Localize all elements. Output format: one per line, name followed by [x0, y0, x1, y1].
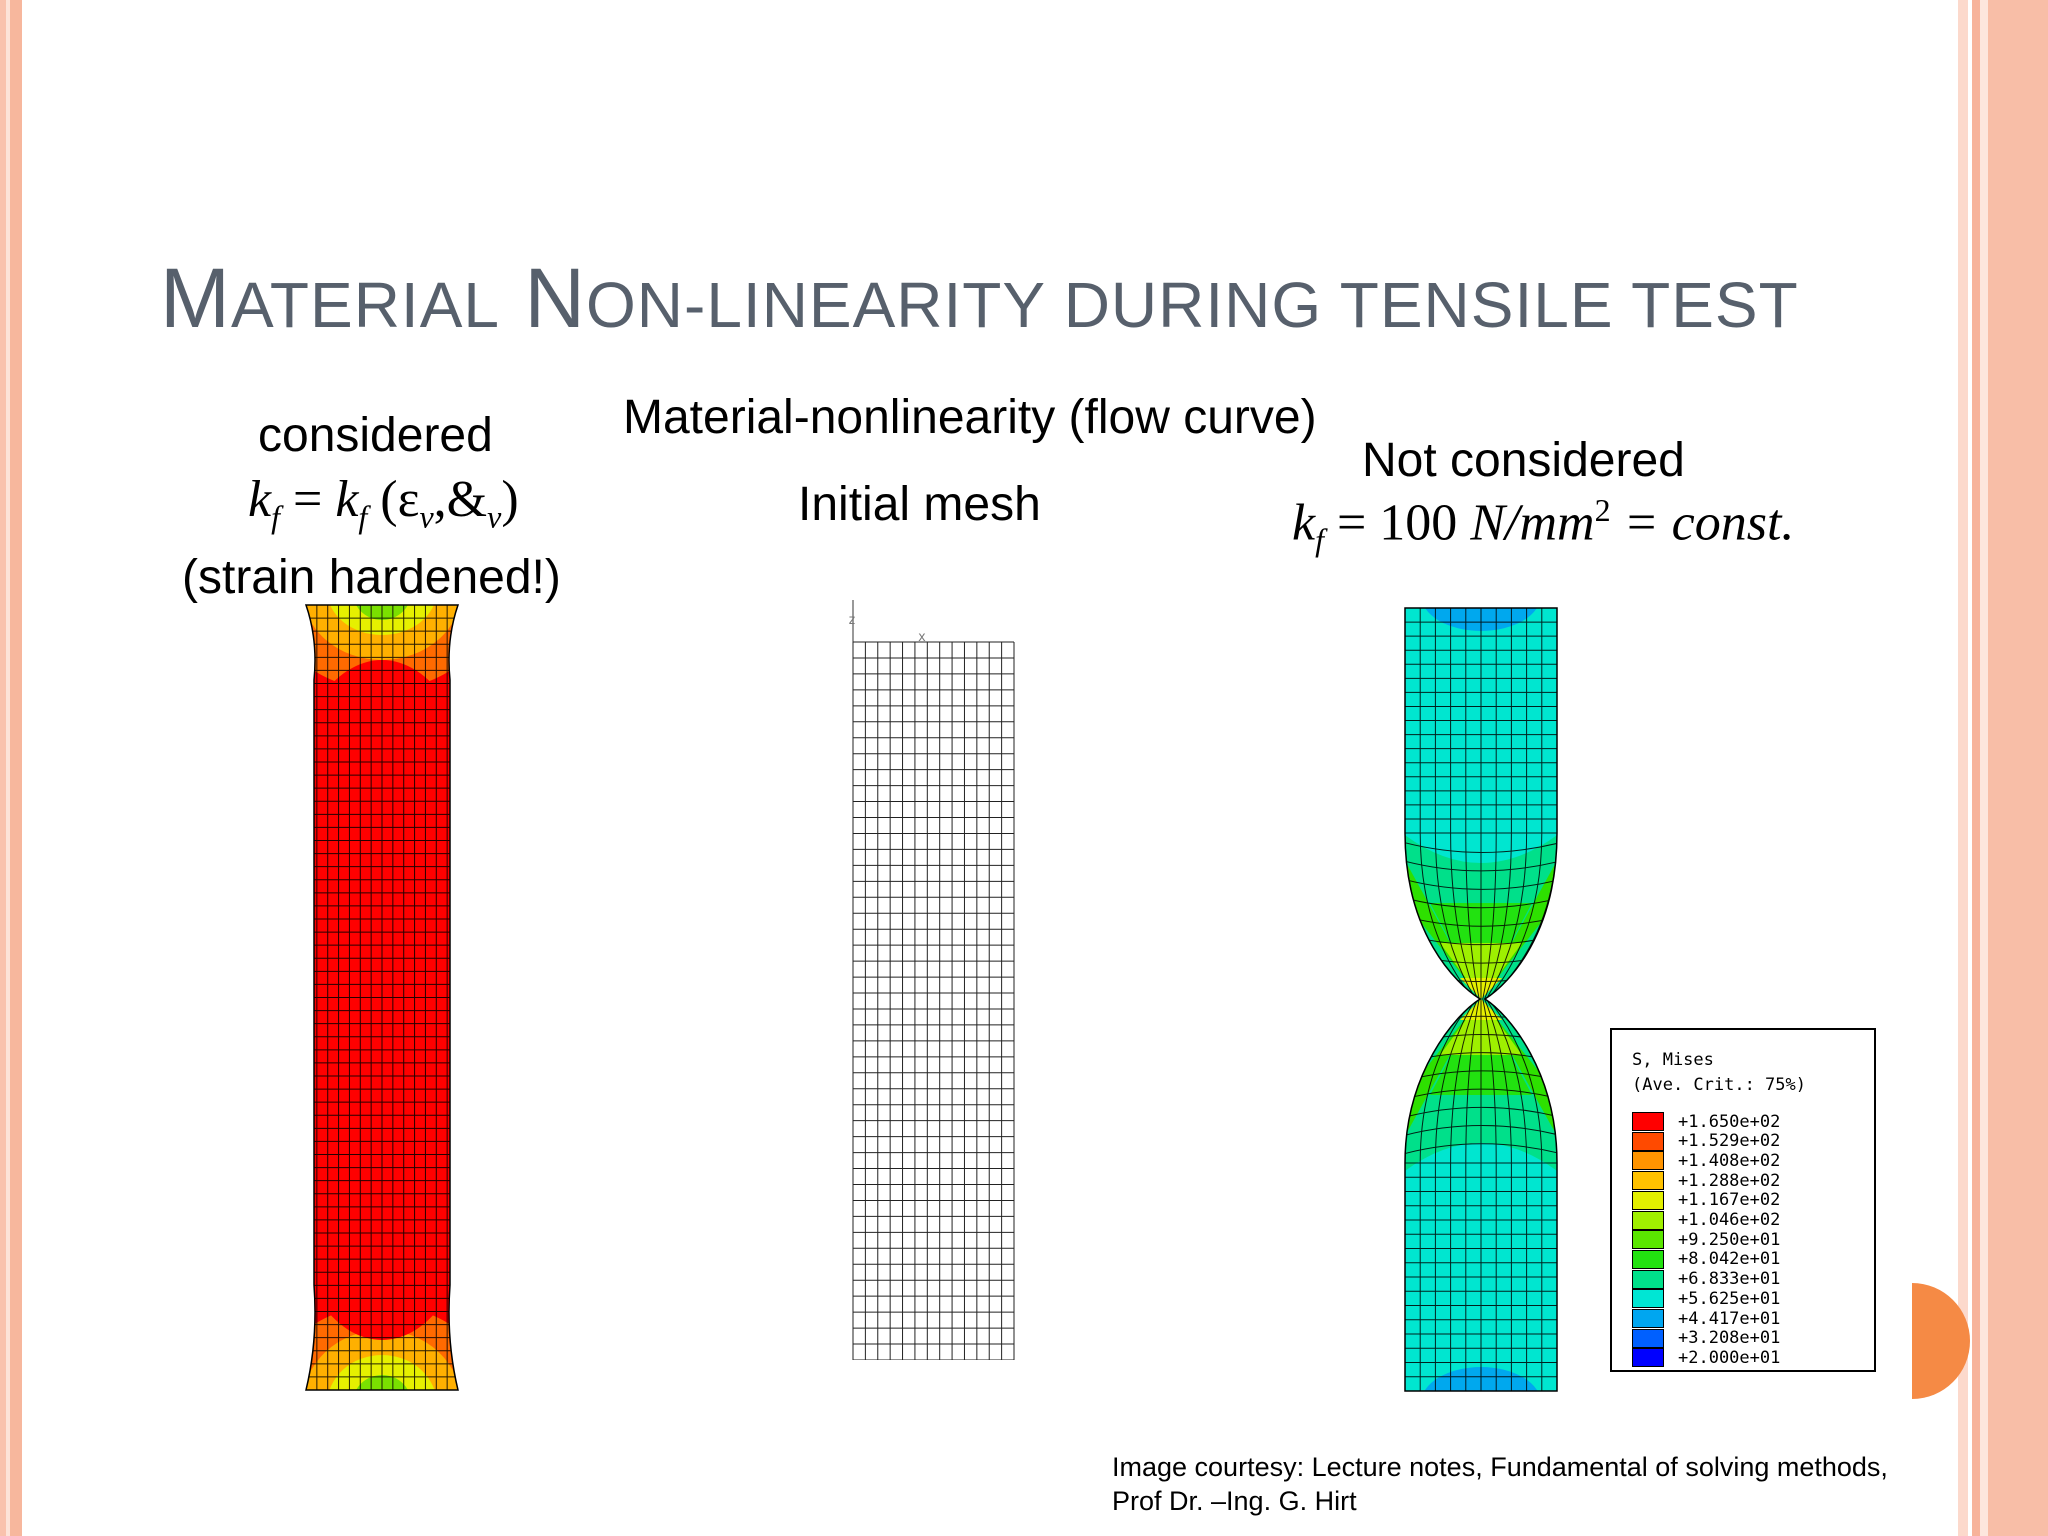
heading-initial-mesh: Initial mesh	[798, 478, 1041, 531]
legend-value: +6.833e+01	[1678, 1269, 1781, 1290]
legend-value: +1.650e+02	[1678, 1111, 1781, 1132]
legend-swatch	[1632, 1249, 1664, 1269]
initial-mesh-diagram: z x	[848, 600, 1015, 1360]
legend-entry: +1.529e+02	[1632, 1131, 1781, 1152]
legend-swatch	[1632, 1348, 1664, 1368]
legend-entry: +1.650e+02	[1632, 1111, 1781, 1132]
legend-entry: +6.833e+01	[1632, 1269, 1781, 1290]
mesh-axis-z: z	[848, 613, 856, 628]
legend-entry: +9.250e+01	[1632, 1229, 1781, 1250]
slide-border-right	[1958, 0, 2048, 1536]
legend-value: +1.408e+02	[1678, 1150, 1781, 1171]
legend-entry: +1.167e+02	[1632, 1190, 1781, 1211]
legend-entry: +2.000e+01	[1632, 1347, 1781, 1368]
legend-entry: +3.208e+01	[1632, 1328, 1781, 1349]
legend-value: +8.042e+01	[1678, 1249, 1781, 1270]
slide-title: MATERIAL NON-LINEARITY DURING TENSILE TE…	[160, 251, 1799, 345]
legend-value: +1.167e+02	[1678, 1190, 1781, 1211]
legend-entry: +8.042e+01	[1632, 1249, 1781, 1270]
legend-swatch	[1632, 1210, 1664, 1230]
specimen-not-considered-diagram	[1404, 607, 1558, 1392]
legend-swatch	[1632, 1112, 1664, 1131]
legend-swatch	[1632, 1171, 1664, 1191]
legend-swatch	[1632, 1131, 1664, 1151]
stress-legend: S, Mises (Ave. Crit.: 75%) +1.650e+02 +1.…	[1610, 1028, 1876, 1372]
legend-title: S, Mises	[1632, 1050, 1714, 1070]
image-credit: Image courtesy: Lecture notes, Fundament…	[1112, 1450, 1888, 1518]
legend-entry: +1.046e+02	[1632, 1210, 1781, 1230]
legend-swatch	[1632, 1328, 1664, 1348]
legend-value: +1.288e+02	[1678, 1170, 1781, 1191]
legend-swatch	[1632, 1151, 1664, 1171]
legend-swatch	[1632, 1309, 1664, 1328]
image-credit-line1: Image courtesy: Lecture notes, Fundament…	[1112, 1452, 1888, 1482]
legend-value: +1.529e+02	[1678, 1131, 1781, 1152]
legend-value: +9.250e+01	[1678, 1229, 1781, 1250]
legend-value: +4.417e+01	[1678, 1308, 1781, 1329]
heading-considered: considered	[258, 409, 493, 462]
legend-swatch	[1632, 1269, 1664, 1289]
image-credit-line2: Prof Dr. –Ing. G. Hirt	[1112, 1486, 1357, 1516]
slide-border-left	[0, 0, 22, 1536]
legend-entry: +1.408e+02	[1632, 1150, 1781, 1171]
formula-not-considered: kf = 100 N/mm2 = const.	[1292, 492, 1795, 558]
mesh-axis-x: x	[918, 630, 926, 645]
legend-value: +5.625e+01	[1678, 1288, 1781, 1309]
legend-value: +3.208e+01	[1678, 1328, 1781, 1349]
legend-swatch	[1632, 1289, 1664, 1309]
legend-entry: +4.417e+01	[1632, 1308, 1781, 1329]
legend-value: +2.000e+01	[1678, 1347, 1781, 1368]
heading-strain-hardened: (strain hardened!)	[182, 551, 561, 604]
legend-swatch	[1632, 1190, 1664, 1210]
legend-swatch	[1632, 1230, 1664, 1250]
slide-decoration-semicircle	[1912, 1283, 1992, 1399]
heading-not-considered: Not considered	[1362, 434, 1685, 487]
legend-value: +1.046e+02	[1678, 1210, 1781, 1230]
legend-subtitle: (Ave. Crit.: 75%)	[1632, 1075, 1806, 1095]
legend-entry: +5.625e+01	[1632, 1288, 1781, 1309]
specimen-considered-diagram	[304, 604, 460, 1391]
formula-considered: kf = kf (εv,&v)	[248, 471, 519, 535]
legend-entry: +1.288e+02	[1632, 1170, 1781, 1191]
heading-material-nonlinearity: Material-nonlinearity (flow curve)	[623, 391, 1317, 444]
